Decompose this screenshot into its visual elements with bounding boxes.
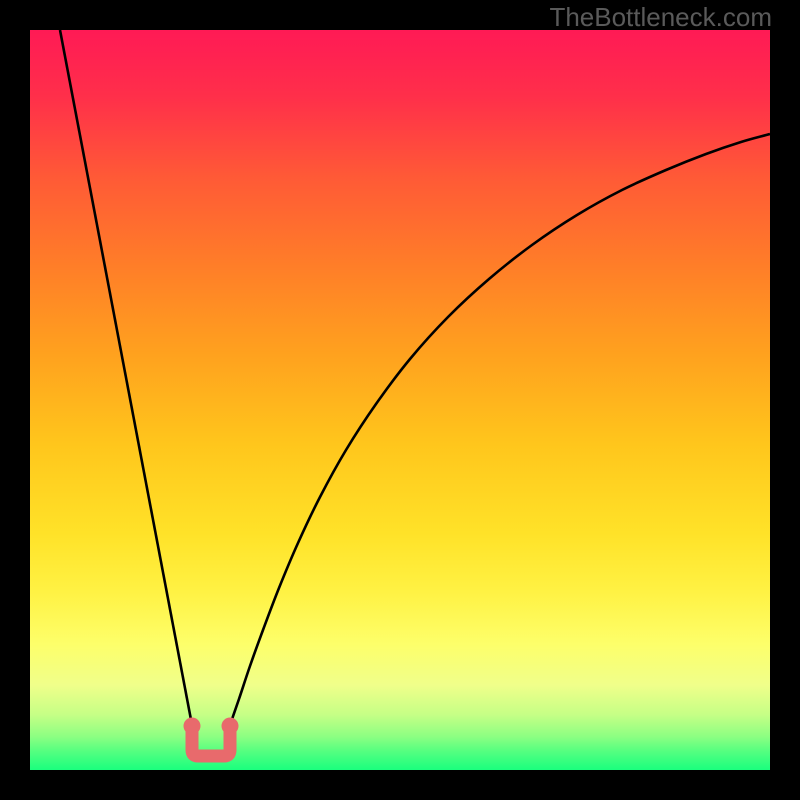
figure-container: TheBottleneck.com [0, 0, 800, 800]
figure-svg [0, 0, 800, 800]
plot-background [30, 30, 770, 770]
marker-dot-right [222, 718, 239, 735]
marker-dot-left [184, 718, 201, 735]
watermark-text: TheBottleneck.com [549, 2, 772, 33]
